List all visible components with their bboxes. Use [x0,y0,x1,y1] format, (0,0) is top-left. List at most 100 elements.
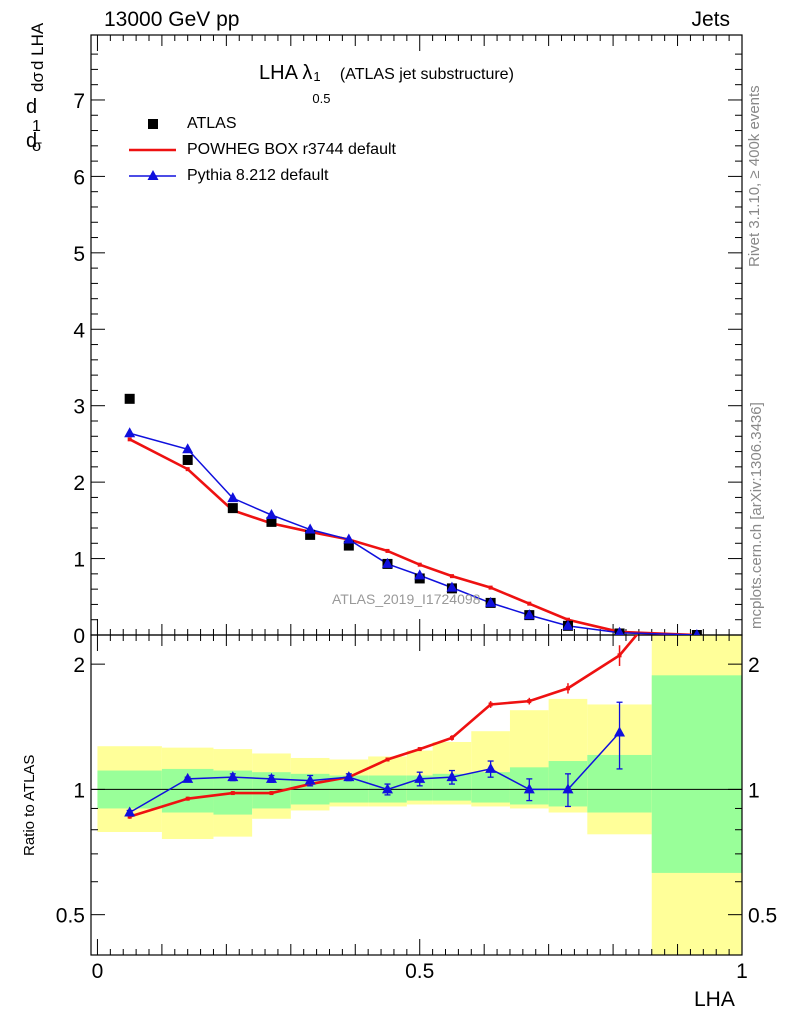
inner-band-bin [651,675,742,873]
top-ytick-label: 2 [73,472,85,495]
legend-pythia-marker [147,170,159,180]
pythia-ratio-point [343,771,355,782]
powheg-ratio-point [695,561,699,565]
header-right: Jets [691,8,730,31]
pythia-point [343,533,355,544]
powheg-point [385,548,390,553]
top-ytick-label: 1 [73,549,85,572]
ratio-panel-series [124,561,699,819]
powheg-point [417,562,422,567]
ratio-plot-frame [90,634,743,956]
pythia-ratio-point [124,806,136,817]
plot-title: LHA λ 1 0.5 (ATLAS jet substructure) [259,62,514,106]
plot-frames [90,34,743,956]
pythia-point [614,626,625,635]
pythia-ratio-point [485,762,497,773]
data-series [124,393,702,819]
pythia-point [414,569,426,580]
plot-title-suffix: (ATLAS jet substructure) [339,66,514,83]
pythia-ratio-point [446,771,458,782]
pythia-point [304,523,316,534]
powheg-ratio-point [127,814,132,819]
ratio-ytick-label-right: 2 [748,654,760,677]
pythia-point [124,427,136,438]
legend-label-atlas: ATLAS [187,115,237,132]
powheg-point [127,437,132,442]
header-left: 13000 GeV pp [104,8,240,31]
analysis-watermark: ATLAS_2019_I1724098 [332,591,481,607]
axis-ticks [91,35,743,955]
rivet-info-text: Rivet 3.1.10, ≥ 400k events [746,85,763,267]
pythia-ratio-point [304,774,316,785]
top-ytick-label: 4 [73,319,85,342]
ylabel-one: 1 [32,118,41,135]
powheg-ratio-point [417,747,422,752]
pythia-ratio-point [381,783,393,794]
powheg-ratio-point [449,735,454,740]
powheg-point [527,601,532,606]
tick-labels: 0 1 2 3 4 5 6 7 0 0.5 1 0.5 0.5 1 1 2 2 [56,90,777,983]
powheg-ratio-point [230,791,235,796]
powheg-ratio-point [488,702,493,707]
plot-title-sub: 0.5 [312,91,331,106]
ratio-ytick-label-right: 1 [748,779,760,802]
legend-label-pythia: Pythia 8.212 default [187,167,329,184]
ratio-xtick-label: 1 [736,960,748,983]
atlas-point [182,454,193,465]
top-ytick-label: 0 [73,625,85,648]
pythia-ratio-point [414,772,426,783]
ratio-ytick-label-left: 2 [73,654,85,677]
plot-title-sup: 1 [313,69,321,84]
top-ytick-label: 3 [73,396,85,419]
pythia-point [446,581,458,592]
pythia-ratio-point [227,771,239,782]
pythia-ratio-point [265,772,277,783]
pythia-ratio-point [182,772,194,783]
ylabel-d1: d [26,130,38,152]
atlas-point [343,540,354,551]
powheg-point [488,585,493,590]
pythia-point [381,557,393,568]
legend-markers [129,119,176,180]
powheg-ratio-point [617,653,622,658]
ratio-xtick-label: 0 [92,960,104,983]
top-ytick-label: 5 [73,243,85,266]
pythia-ratio-point [562,783,574,794]
pythia-line [129,432,697,635]
ylabel-d2: d [26,96,38,118]
ylabel-sigma: σ [32,138,42,155]
pythia-point [485,596,497,607]
ratio-ytick-label-right: 0.5 [748,905,777,928]
powheg-ratio-point [185,796,190,801]
legend-label-powheg: POWHEG BOX r3744 default [187,141,396,158]
ylabel-dsigma: dσ [28,72,47,92]
pythia-point [227,492,239,503]
top-ytick-label: 7 [73,90,85,113]
pythia-point [182,443,194,454]
ratio-ytick-label-left: 1 [73,779,85,802]
pythia-point [693,629,701,635]
pythia-point [562,619,574,630]
pythia-ratio-point [614,726,626,737]
ylabel-dlha: d LHA [28,22,47,70]
top-panel-series [124,393,702,635]
ratio-xtick-label: 0.5 [405,960,434,983]
powheg-ratio-point [565,686,570,691]
ratio-ytick-label-left: 0.5 [56,905,85,928]
ratio-y-axis-label: Ratio to ATLAS [21,754,38,856]
pythia-point [265,509,277,519]
plot-title-main: LHA λ [259,62,313,84]
powheg-line [129,438,697,635]
powheg-ratio-point [527,699,532,704]
powheg-point [449,574,454,579]
atlas-point [227,503,238,514]
pythia-point [523,609,535,620]
pythia-ratio-point [523,783,535,794]
mcplots-info-text: mcplots.cern.ch [arXiv:1306.3436] [748,402,765,629]
powheg-ratio-point [385,757,390,762]
powheg-ratio-point [269,791,274,796]
atlas-point [266,516,277,527]
ratio-uncertainty-bands [97,635,742,955]
legend-atlas-marker [148,119,158,129]
